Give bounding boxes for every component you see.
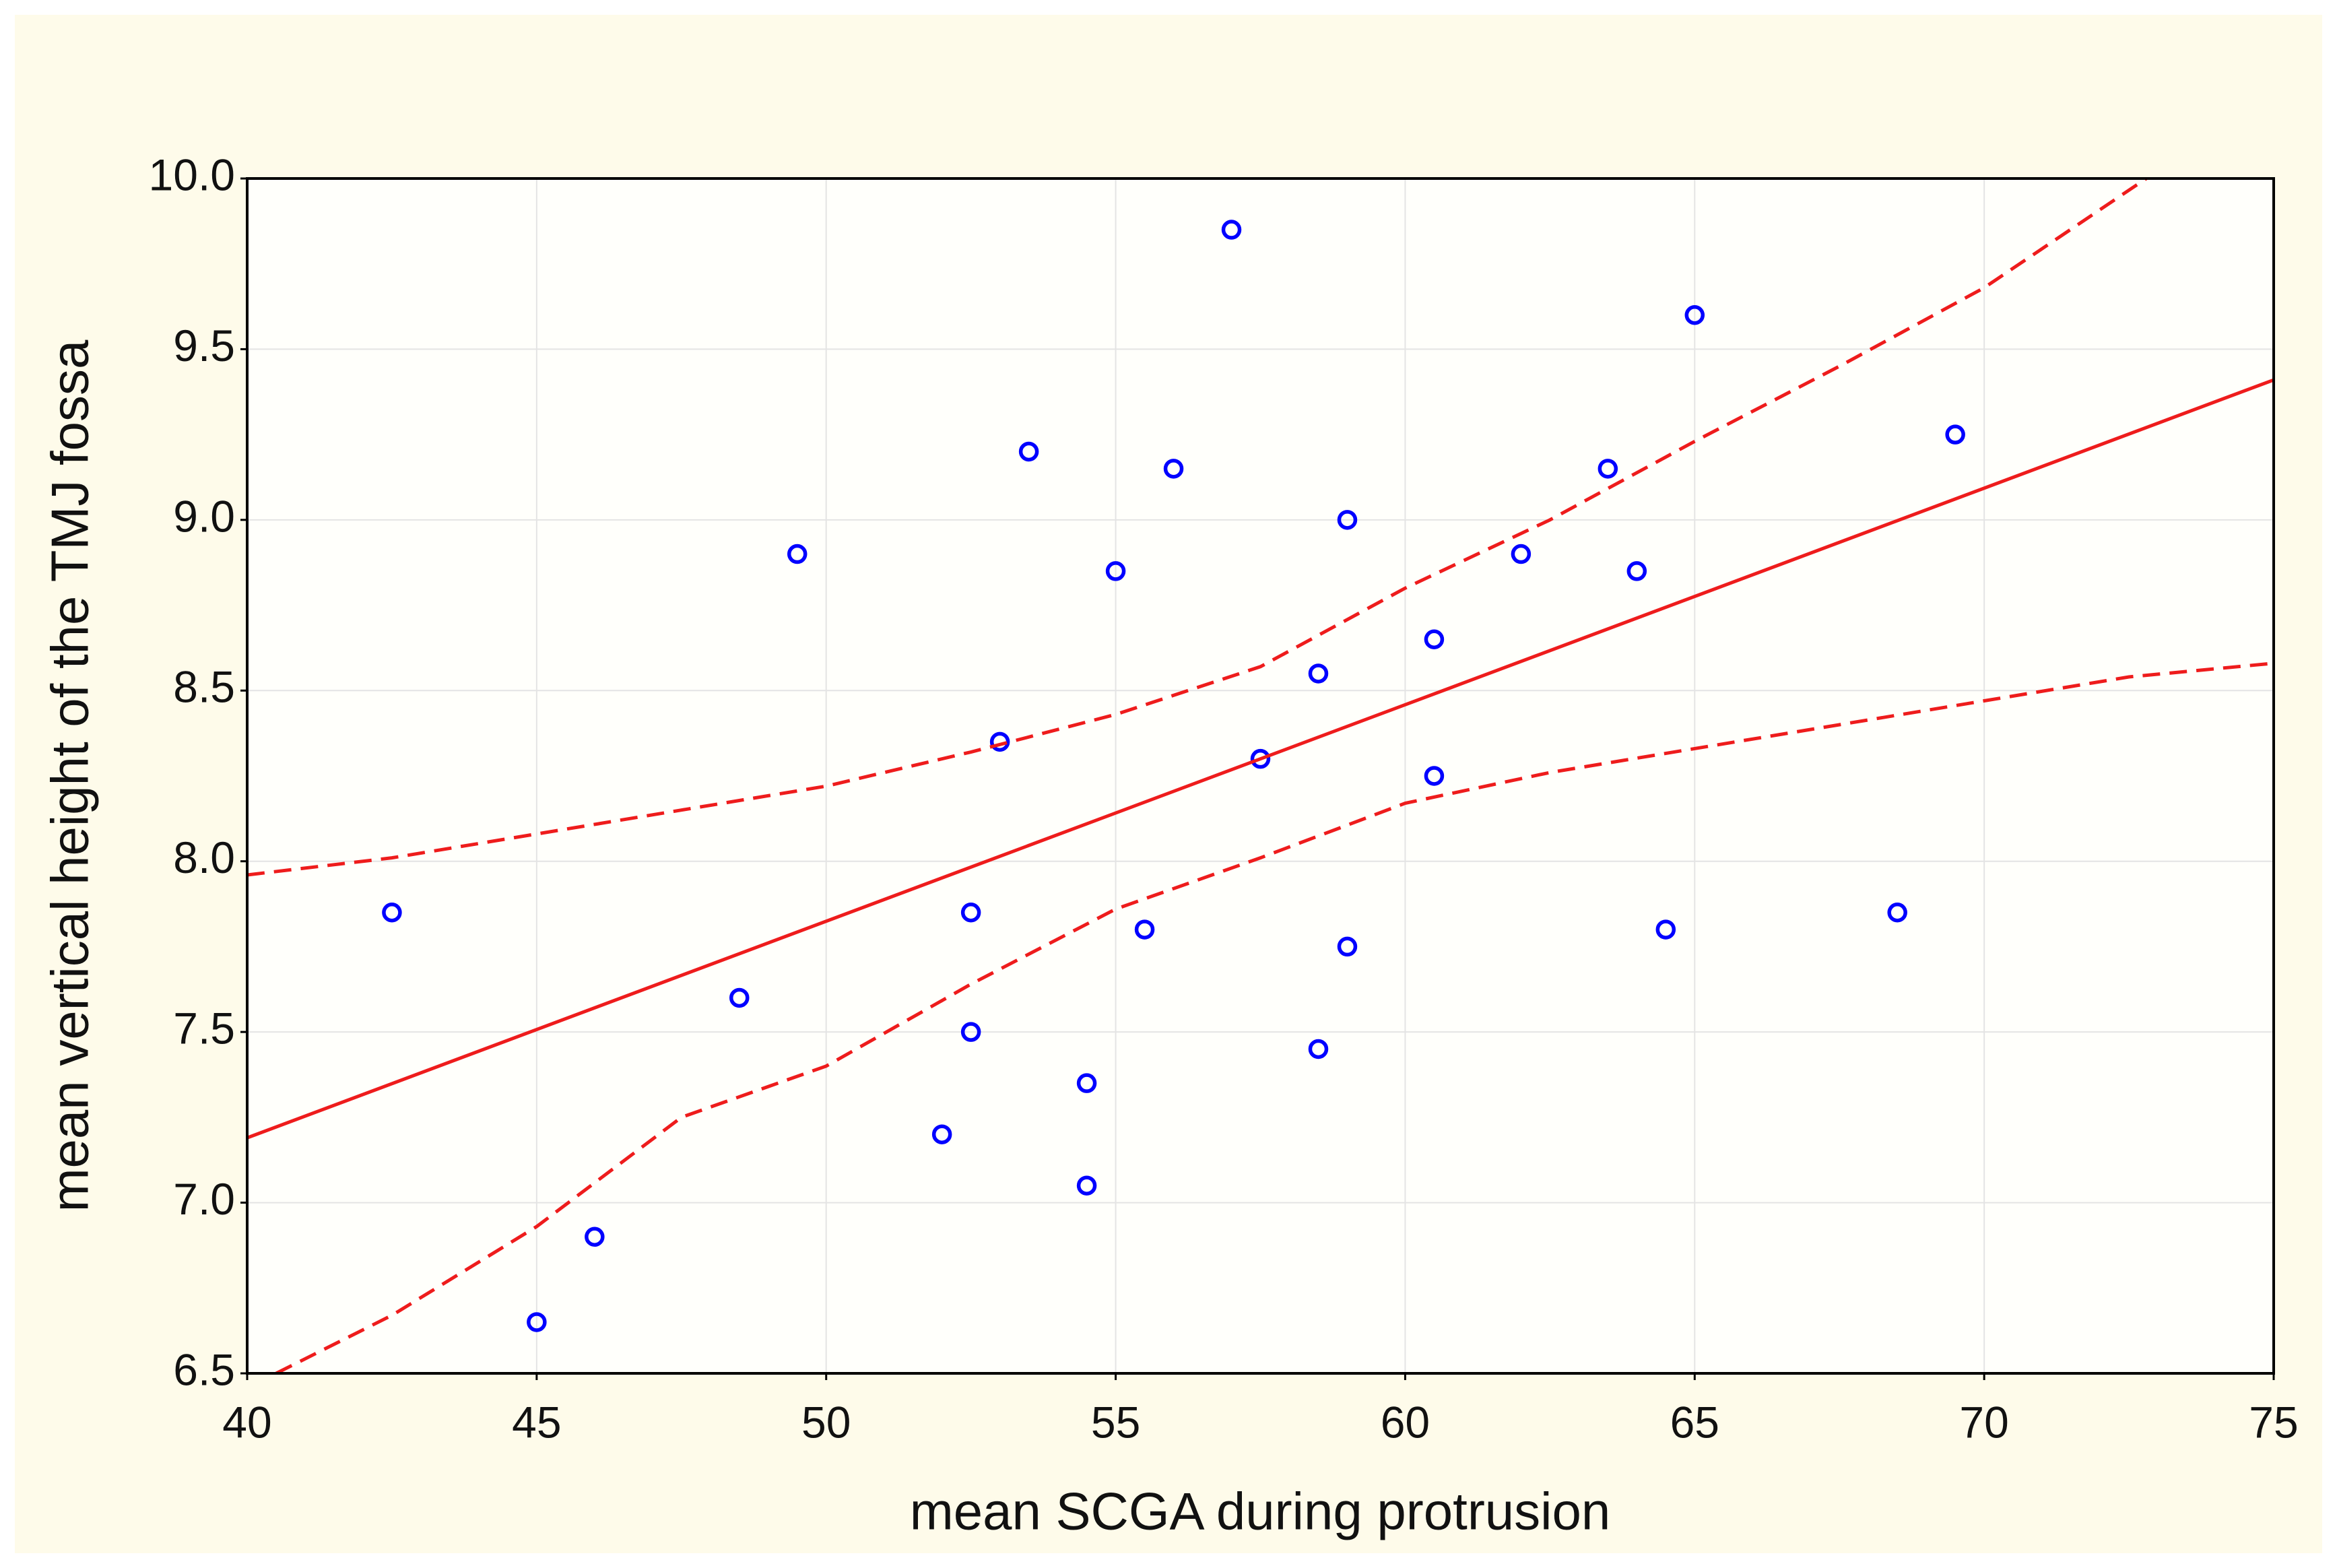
x-tick-label: 65 [1670,1397,1719,1447]
y-tick-label: 8.0 [173,832,235,882]
data-point [1684,304,1705,325]
data-point [960,902,981,923]
plot-frame [246,177,2275,1375]
x-tick-label: 45 [512,1397,561,1447]
y-axis-title: mean vertical height of the TMJ fossa [40,339,100,1212]
data-point [382,902,402,923]
data-point [1626,561,1647,581]
confidence-band [247,178,2148,877]
data-point [1163,459,1184,479]
x-tick-label: 40 [222,1397,271,1447]
x-tick-label: 55 [1091,1397,1140,1447]
data-point [729,987,750,1008]
data-point [1945,424,1965,445]
data-point [1511,544,1532,564]
data-point [1308,663,1329,684]
data-point [1424,629,1445,650]
data-point [1337,936,1358,957]
y-tick-label: 7.5 [173,1004,235,1053]
data-point [1887,902,1907,923]
data-point [1337,510,1358,530]
data-point [1076,1073,1097,1093]
y-tick-label: 10.0 [149,150,235,199]
data-point [1655,919,1676,940]
data-point [1221,220,1242,240]
data-point [960,1022,981,1042]
y-tick-label: 6.5 [173,1344,235,1394]
data-point [1598,459,1618,479]
y-tick-label: 9.0 [173,491,235,541]
data-point [787,544,808,564]
data-point [585,1227,605,1247]
x-tick-label: 75 [2249,1397,2298,1447]
data-point [1018,441,1039,462]
data-point [989,731,1010,752]
data-point [1308,1039,1329,1059]
y-tick-label: 7.0 [173,1174,235,1224]
data-point [1250,748,1271,769]
x-axis-title: mean SCGA during protrusion [910,1482,1611,1541]
x-tick-label: 50 [801,1397,851,1447]
data-point [1134,919,1155,940]
plot-content [247,178,2274,1373]
data-point [1076,1175,1097,1196]
data-point [527,1312,547,1332]
confidence-band [275,661,2274,1373]
data-point [1105,561,1126,581]
regression-line [247,378,2274,1140]
data-point [931,1124,952,1144]
plot-area [247,178,2274,1373]
y-tick-label: 9.5 [173,321,235,370]
x-tick-label: 70 [1959,1397,2008,1447]
data-point [1424,766,1445,786]
y-tick-label: 8.5 [173,662,235,712]
x-tick-label: 60 [1381,1397,1430,1447]
